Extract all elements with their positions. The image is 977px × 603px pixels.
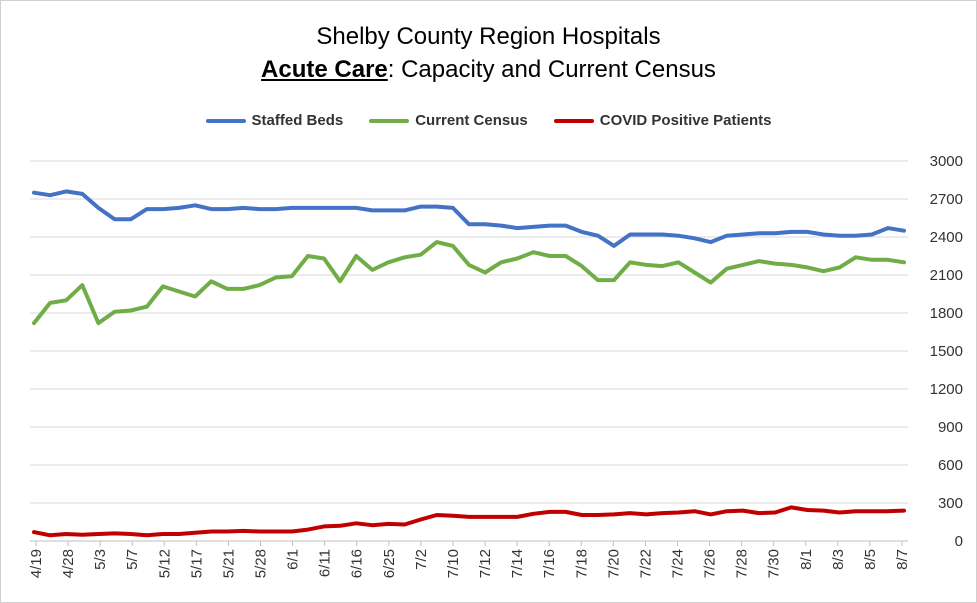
legend-item-current-census: Current Census (369, 112, 528, 129)
x-tick-label: 8/1 (798, 549, 815, 570)
series-lines (32, 189, 906, 538)
chart-legend: Staffed Beds Current Census COVID Positi… (1, 112, 976, 129)
legend-swatch-staffed-beds (205, 118, 246, 123)
y-tick-label: 900 (938, 419, 963, 436)
legend-label-staffed-beds: Staffed Beds (251, 112, 344, 129)
chart-title-emphasis: Acute Care (261, 56, 388, 83)
x-tick-label: 7/20 (605, 549, 622, 578)
x-tick-label: 4/19 (28, 549, 45, 578)
x-tick-label: 5/7 (124, 549, 141, 570)
chart-title-line2: Acute Care: Capacity and Current Census (1, 53, 976, 87)
legend-swatch-current-census (369, 118, 410, 123)
x-tick-label: 7/2 (413, 549, 430, 570)
x-tick-label: 6/25 (381, 549, 398, 578)
legend-label-current-census: Current Census (415, 112, 528, 129)
axes (30, 540, 908, 546)
x-tick-label: 7/18 (573, 549, 590, 578)
x-tick-label: 8/3 (830, 549, 847, 570)
y-tick-label: 2100 (930, 267, 963, 284)
x-tick-label: 7/14 (509, 549, 526, 578)
x-tick-label: 7/16 (541, 549, 558, 578)
x-tick-label: 6/11 (317, 549, 334, 577)
x-tick-label: 8/5 (862, 549, 879, 570)
x-tick-label: 7/30 (766, 549, 783, 578)
x-tick-label: 5/17 (188, 549, 205, 578)
x-tick-label: 7/10 (445, 549, 462, 578)
x-tick-label: 5/28 (253, 549, 270, 578)
y-tick-label: 300 (938, 495, 963, 512)
legend-swatch-covid-positive (553, 118, 594, 123)
y-tick-label: 2700 (930, 191, 963, 208)
y-tick-label: 1200 (930, 381, 963, 398)
legend-item-staffed-beds: Staffed Beds (205, 112, 344, 129)
series-line-current-census (32, 240, 906, 326)
legend-item-covid-positive: COVID Positive Patients (553, 112, 772, 129)
x-tick-label: 7/22 (637, 549, 654, 578)
x-tick-label: 7/24 (669, 549, 686, 578)
x-tick-label: 5/21 (220, 549, 237, 578)
y-tick-label: 1800 (930, 305, 963, 322)
y-tick-label: 0 (955, 533, 963, 550)
y-tick-label: 600 (938, 457, 963, 474)
chart-title-subtext: : Capacity and Current Census (387, 56, 716, 83)
y-tick-label: 3000 (930, 153, 963, 170)
x-tick-label: 5/12 (156, 549, 173, 578)
x-tick-label: 8/7 (894, 549, 911, 570)
y-tick-label: 1500 (930, 343, 963, 360)
gridlines (30, 160, 908, 504)
x-tick-label: 7/26 (702, 549, 719, 578)
tick-labels: 0 300 600 900 1200 1500 1800 2100 2400 2700 3000 4/… (28, 153, 963, 578)
x-tick-label: 7/28 (734, 549, 751, 578)
y-tick-label: 2400 (930, 229, 963, 246)
legend-label-covid-positive: COVID Positive Patients (599, 112, 772, 129)
series-line-covid-positive (32, 505, 906, 538)
x-tick-label: 6/1 (285, 549, 302, 570)
series-line-staffed-beds (32, 189, 906, 248)
chart-title-line1: Shelby County Region Hospitals (316, 23, 661, 50)
x-tick-label: 7/12 (477, 549, 494, 578)
x-tick-label: 6/16 (349, 549, 366, 578)
x-tick-label: 5/3 (92, 549, 109, 570)
chart-title: Shelby County Region Hospitals Acute Car… (1, 21, 976, 87)
x-tick-label: 4/28 (60, 549, 77, 578)
